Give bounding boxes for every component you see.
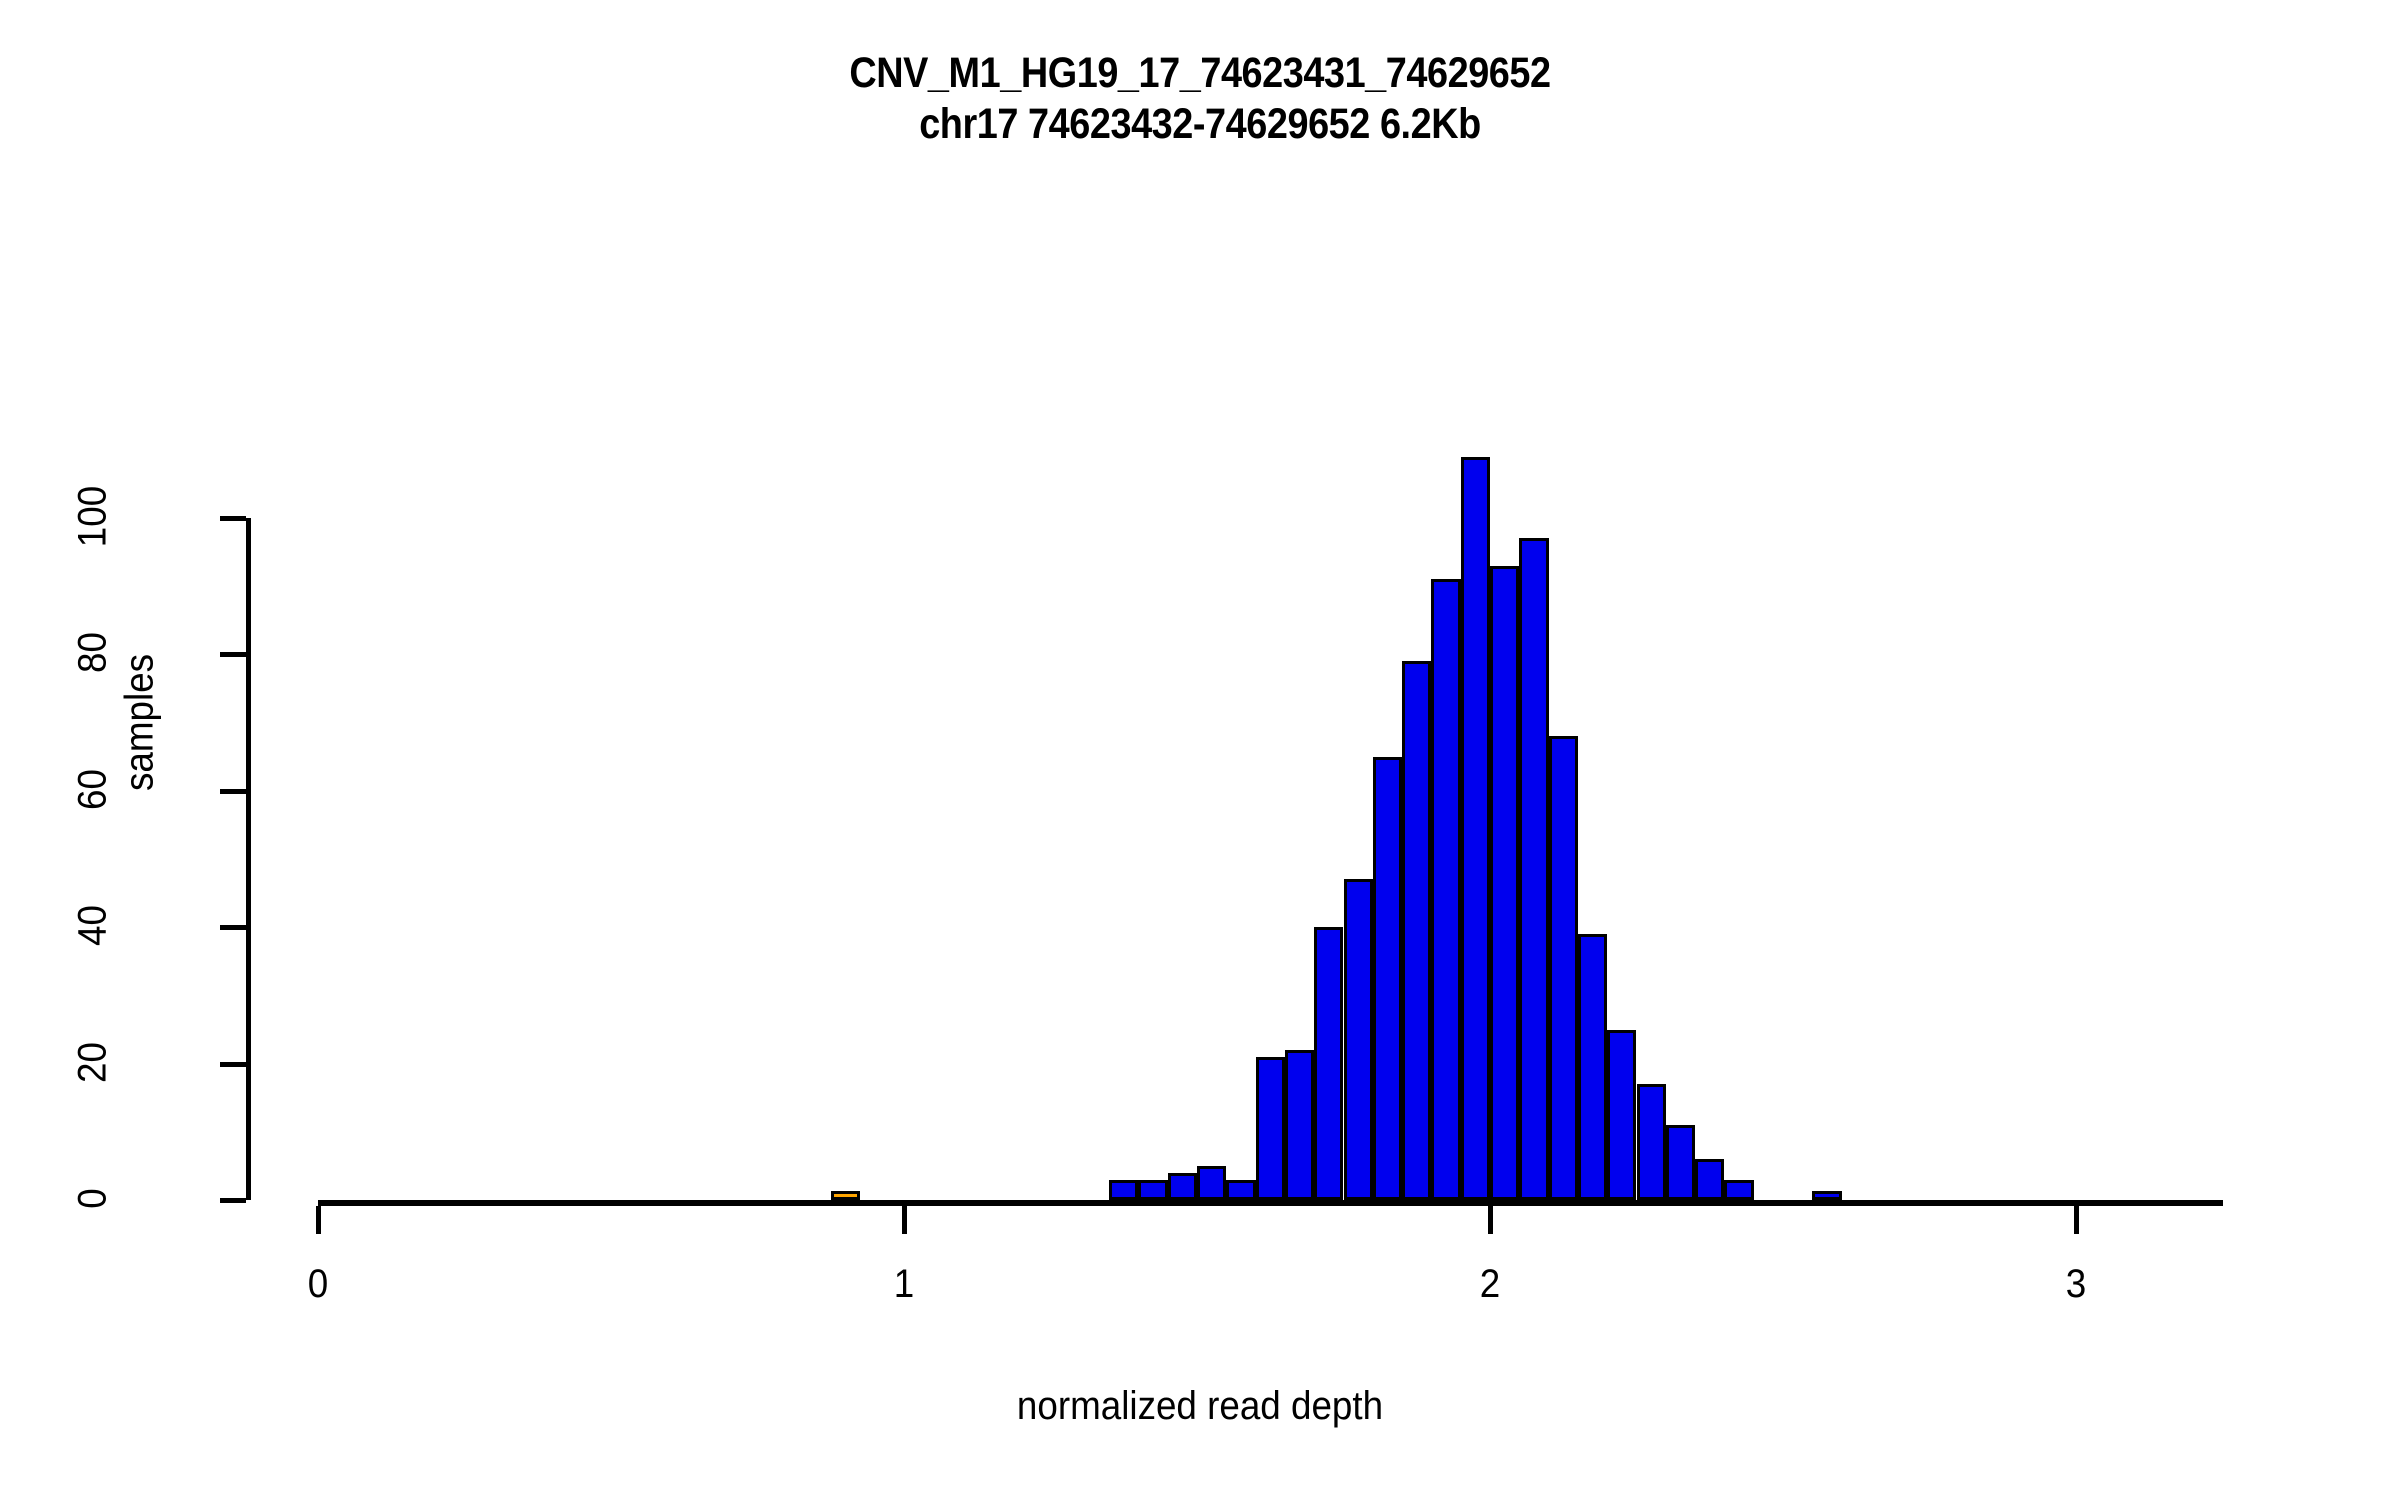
- y-axis-tick-label: 100: [70, 485, 115, 548]
- x-axis-tick: [1488, 1206, 1493, 1234]
- histogram-bar: [830, 1191, 861, 1200]
- histogram-bar: [1372, 756, 1403, 1200]
- histogram-bar: [1490, 565, 1520, 1200]
- histogram-bar: [1197, 1165, 1227, 1200]
- y-axis-tick-label: 60: [70, 768, 115, 810]
- x-axis-tick-label: 3: [2065, 1262, 2087, 1306]
- histogram-bar: [1431, 579, 1461, 1200]
- histogram-bar: [1724, 1179, 1754, 1200]
- y-axis-tick-label: 40: [70, 905, 115, 947]
- x-axis-tick: [902, 1206, 907, 1234]
- plot-area: 0 20 40 60 80 100 0 1 2 3: [71, 240, 2223, 1306]
- histogram-bar: [1284, 1049, 1315, 1200]
- histogram-bar: [1109, 1179, 1139, 1200]
- y-axis-tick: [220, 925, 246, 931]
- histogram-bar: [1460, 456, 1490, 1200]
- x-axis-tick-label: 0: [307, 1262, 329, 1306]
- x-axis-line: [318, 1200, 2223, 1206]
- histogram-bar: [1343, 879, 1373, 1200]
- y-axis-tick: [220, 516, 246, 521]
- histogram-bar: [1577, 934, 1608, 1200]
- y-axis-tick-label: 20: [70, 1041, 115, 1083]
- y-axis-line: [246, 518, 251, 1200]
- y-axis-tick: [220, 788, 246, 794]
- histogram-bar: [1607, 1029, 1637, 1200]
- histogram-bar: [1138, 1179, 1168, 1200]
- x-axis-label: normalized read depth: [1016, 1384, 1384, 1428]
- title-line-2: chr17 74623432-74629652 6.2Kb: [919, 99, 1481, 148]
- histogram-bar: [1226, 1179, 1256, 1200]
- y-axis-label: samples: [117, 653, 162, 792]
- y-axis-tick-label: 0: [70, 1188, 115, 1209]
- y-axis-tick: [220, 1061, 246, 1067]
- y-axis-tick: [220, 652, 246, 658]
- histogram-bar: [1665, 1124, 1696, 1200]
- x-axis-tick: [2074, 1206, 2079, 1234]
- histogram-bar: [1519, 538, 1549, 1200]
- chart-title: CNV_M1_HG19_17_74623431_74629652 chr17 7…: [0, 48, 2400, 149]
- histogram-bar: [1812, 1191, 1842, 1200]
- y-axis-tick-label: 80: [70, 632, 115, 674]
- histogram-bar: [1314, 927, 1344, 1200]
- histogram-bar: [1695, 1159, 1725, 1200]
- x-axis-tick: [316, 1206, 321, 1234]
- histogram-bar: [1255, 1056, 1285, 1200]
- x-axis-tick-label: 1: [893, 1262, 915, 1306]
- y-axis-tick: [220, 1198, 246, 1203]
- title-line-1: CNV_M1_HG19_17_74623431_74629652: [849, 49, 1551, 97]
- x-axis-tick-label: 2: [1479, 1262, 1501, 1306]
- histogram-bar: [1548, 736, 1578, 1200]
- histogram-bar: [1402, 661, 1432, 1200]
- histogram-bar: [1636, 1084, 1666, 1200]
- histogram-bar: [1167, 1172, 1197, 1200]
